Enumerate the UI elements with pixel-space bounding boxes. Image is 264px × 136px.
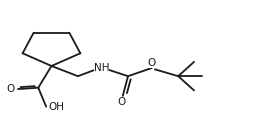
Text: O: O [6,84,15,94]
Text: O: O [117,97,126,107]
Text: OH: OH [48,102,64,112]
Text: NH: NH [94,63,109,73]
Text: O: O [148,58,156,68]
